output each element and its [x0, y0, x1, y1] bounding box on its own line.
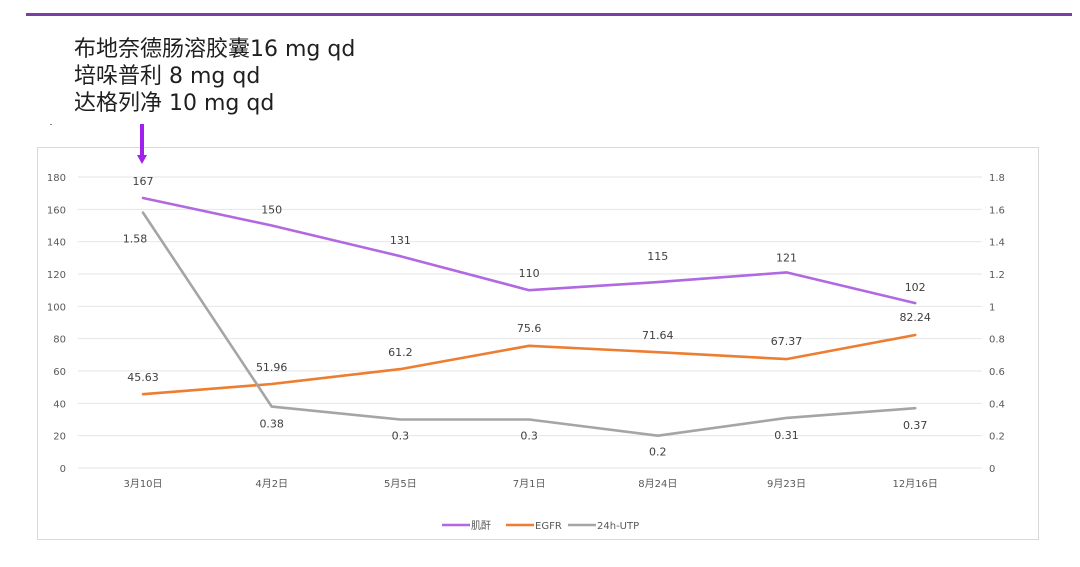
annotation-line-3: 达格列净 10 mg qd: [74, 91, 275, 116]
y-right-tick-label: 0: [989, 464, 995, 475]
data-label: 1.58: [123, 233, 148, 246]
series: [141, 196, 917, 438]
legend-label: 24h-UTP: [597, 521, 639, 532]
y-left-tick-label: 60: [53, 367, 66, 378]
y-right-tick-label: 0.2: [989, 432, 1005, 443]
legend: 肌酐 EGFR 24h-UTP: [442, 520, 639, 532]
data-label: 71.64: [642, 329, 674, 342]
data-label: 121: [776, 251, 797, 264]
data-label: 0.2: [649, 446, 667, 459]
legend-label: EGFR: [535, 521, 562, 532]
data-label: 110: [519, 267, 540, 280]
data-label: 82.24: [899, 311, 931, 324]
series-line-EGFR: [141, 333, 917, 396]
y-left-tick-label: 100: [47, 302, 66, 313]
data-label: 0.31: [774, 429, 799, 442]
data-label: 115: [647, 250, 668, 263]
medication-annotation: 布地奈德肠溶胶囊16 mg qd 培哚普利 8 mg qd 达格列净 10 mg…: [74, 36, 355, 117]
y-right-tick-label: 1.8: [989, 173, 1005, 184]
data-label: 0.3: [520, 430, 538, 443]
series-line-24h-UTP: [141, 211, 917, 438]
y-left-tick-label: 120: [47, 270, 66, 281]
data-label: 0.38: [259, 418, 284, 431]
chart-frame: [37, 147, 1039, 540]
y-right-tick-label: 0.4: [989, 399, 1005, 410]
y-right-tick-label: 0.6: [989, 367, 1005, 378]
data-label: 67.37: [771, 335, 803, 348]
x-tick-label: 9月23日: [767, 478, 806, 490]
x-tick-label: 3月10日: [123, 478, 162, 490]
y-left-tick-label: 20: [53, 432, 66, 443]
y-left-tick-label: 0: [60, 464, 66, 475]
y-left-tick-label: 180: [47, 173, 66, 184]
y-right-tick-label: 0.8: [989, 335, 1005, 346]
start-marker-arrow: [137, 124, 147, 164]
data-label: 102: [905, 281, 926, 294]
x-tick-label: 4月2日: [255, 478, 288, 490]
annotation-line-2: 培哚普利 8 mg qd: [74, 64, 261, 89]
series-line-肌酐: [141, 196, 917, 305]
data-labels: 167 150 131 110 115 121 102 45.63 51.96 61.2 75.6 7…: [123, 175, 931, 459]
annotation-line-1: 布地奈德肠溶胶囊16 mg qd: [74, 37, 356, 62]
data-label: 0.3: [392, 430, 410, 443]
y-right-tick-label: 1: [989, 302, 995, 313]
y-left-tick-label: 80: [53, 335, 66, 346]
y-left-tick-label: 140: [47, 238, 66, 249]
x-tick-label: 8月24日: [638, 478, 677, 490]
data-label: 75.6: [517, 322, 542, 335]
top-divider: [26, 13, 1072, 16]
x-tick-label: 7月1日: [513, 478, 546, 490]
y-right-tick-label: 1.2: [989, 270, 1005, 281]
data-label: 51.96: [256, 361, 288, 374]
y-right-tick-label: 1.6: [989, 205, 1005, 216]
axes: 0 20 40 60 80 100 120 140 160 180 0 0.2 0.4 0.6 0.8 1 1.…: [47, 173, 1005, 490]
x-tick-label: 5月5日: [384, 478, 417, 490]
y-left-tick-label: 40: [53, 399, 66, 410]
data-label: 167: [133, 175, 154, 188]
gridlines: [78, 176, 982, 469]
y-left-tick-label: 160: [47, 205, 66, 216]
data-label: 0.37: [903, 419, 928, 432]
data-label: 131: [390, 234, 411, 247]
data-label: 45.63: [127, 371, 159, 384]
arrow-head: [137, 155, 147, 164]
x-tick-label: 12月16日: [892, 478, 937, 490]
data-label: 61.2: [388, 346, 413, 359]
y-right-tick-label: 1.4: [989, 238, 1005, 249]
legend-label: 肌酐: [471, 520, 491, 532]
stray-dot: [50, 124, 52, 125]
data-label: 150: [261, 204, 282, 217]
